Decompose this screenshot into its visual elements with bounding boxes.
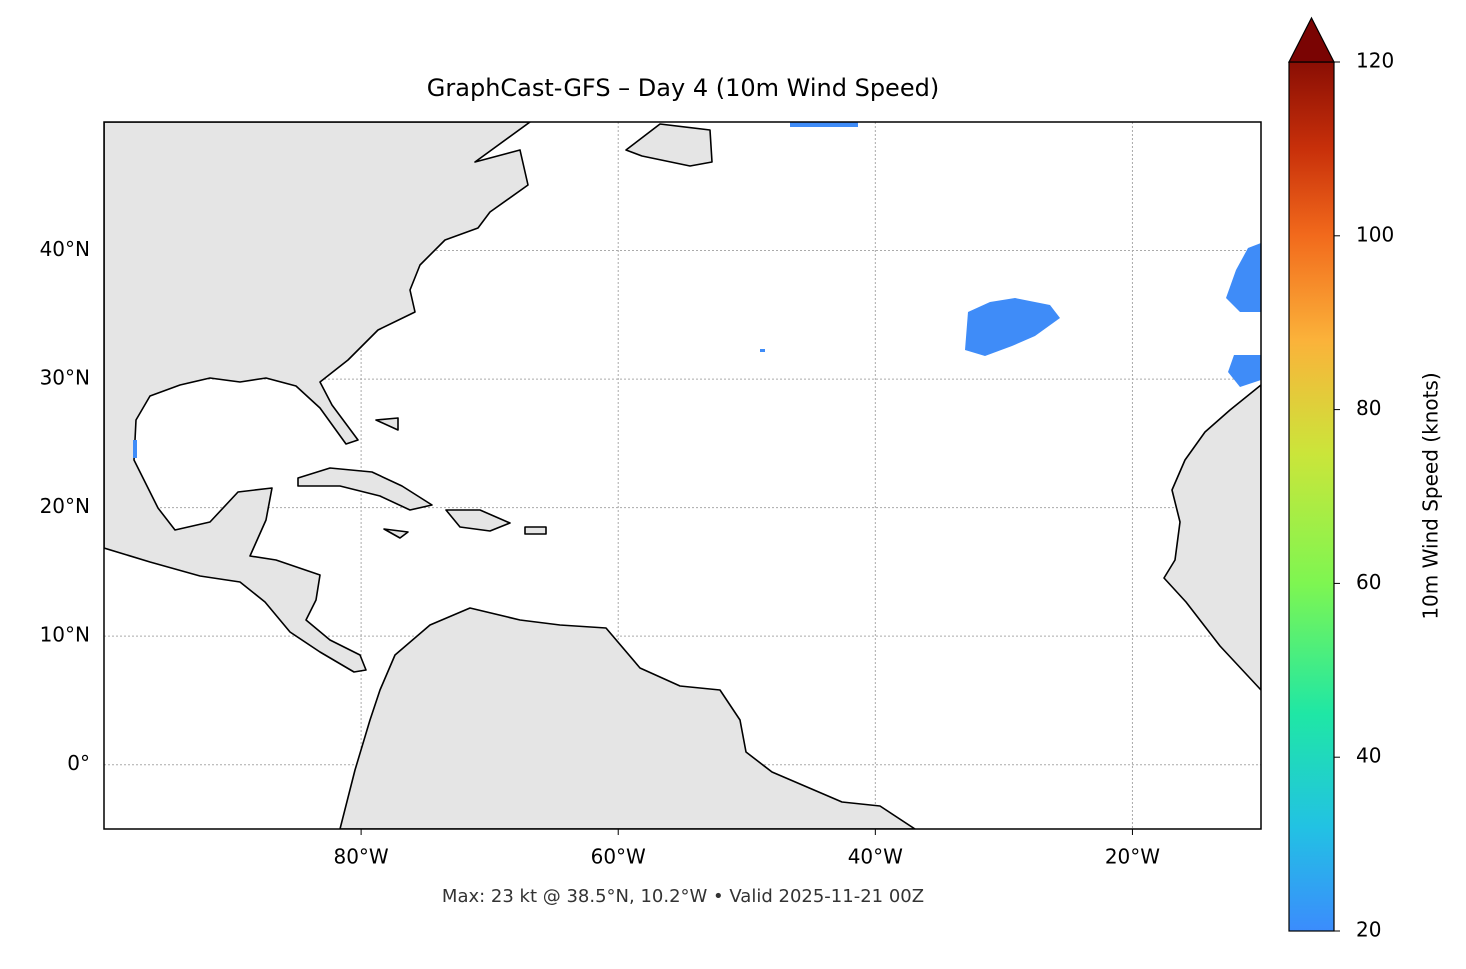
puerto-rico [524,526,547,535]
x-tick-label: 60°W [591,845,646,869]
hispaniola [445,509,511,532]
colorbar-label: 10m Wind Speed (knots) [1419,372,1443,619]
x-tick-label: 20°W [1105,845,1160,869]
wind-area [1226,243,1261,312]
chart-title: GraphCast-GFS – Day 4 (10m Wind Speed) [427,74,939,102]
y-tick-label: 30°N [40,366,90,390]
newfoundland [625,123,713,167]
colorbar-tick-label: 100 [1356,222,1394,246]
y-tick-label: 0° [67,751,90,775]
caption: Max: 23 kt @ 38.5°N, 10.2°W • Valid 2025… [442,886,924,907]
wind-area [1228,355,1261,387]
wind-area [790,122,858,127]
wind-field [133,122,1261,458]
land [104,122,1261,829]
colorbar-tick-label: 60 [1356,570,1381,594]
y-tick-label: 40°N [40,237,90,261]
bahamas [375,417,399,431]
colorbar-tick-label: 20 [1356,918,1381,942]
wind-area [133,440,137,458]
map-frame [103,121,1262,830]
y-tick-label: 10°N [40,623,90,647]
colorbar-tick-label: 120 [1356,49,1394,73]
y-tick-label: 20°N [40,494,90,518]
colorbar-extend [1288,16,1335,63]
colorbar-tick-label: 40 [1356,744,1381,768]
jamaica [383,528,409,539]
colorbar [1288,61,1335,932]
south-america [339,607,916,829]
north-america [104,122,531,673]
x-tick-label: 40°W [848,845,903,869]
wind-area [760,349,765,352]
colorbar-tick-label: 80 [1356,396,1381,420]
wind-area [965,298,1060,356]
africa [1163,384,1261,691]
cuba [297,467,433,511]
x-tick-label: 80°W [333,845,388,869]
